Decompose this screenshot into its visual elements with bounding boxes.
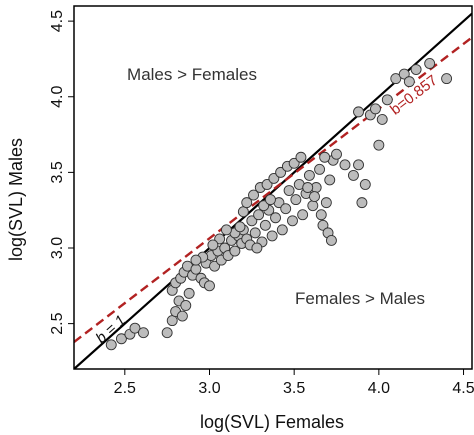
x-tick-label: 3.0 bbox=[198, 380, 220, 397]
data-point bbox=[373, 139, 385, 151]
plot-frame bbox=[73, 5, 473, 370]
data-point bbox=[253, 209, 265, 221]
data-point bbox=[209, 260, 221, 272]
x-axis-title: log(SVL) Females bbox=[200, 412, 344, 432]
data-point bbox=[353, 106, 364, 118]
data-point bbox=[319, 151, 331, 163]
data-point bbox=[309, 191, 320, 203]
data-point bbox=[325, 234, 337, 246]
data-point bbox=[315, 209, 327, 221]
data-point bbox=[259, 219, 271, 231]
data-point bbox=[320, 197, 332, 209]
data-point bbox=[370, 103, 381, 115]
data-point bbox=[220, 224, 232, 236]
data-point bbox=[115, 333, 127, 345]
data-point bbox=[403, 76, 415, 88]
data-point bbox=[356, 197, 368, 209]
data-point bbox=[353, 159, 364, 171]
data-point bbox=[248, 189, 259, 201]
data-point bbox=[288, 157, 300, 169]
data-point bbox=[339, 159, 351, 171]
data-point bbox=[161, 327, 173, 339]
data-point bbox=[176, 310, 188, 322]
lower-region-label: Females > Males bbox=[295, 289, 425, 308]
points-layer bbox=[105, 58, 453, 351]
data-point bbox=[398, 68, 410, 80]
data-point bbox=[275, 166, 287, 178]
data-point bbox=[190, 254, 202, 266]
data-point bbox=[390, 73, 402, 85]
x-tick-label: 4.5 bbox=[452, 380, 474, 397]
x-tick-label: 3.5 bbox=[283, 380, 305, 397]
data-point bbox=[249, 227, 261, 239]
data-point bbox=[297, 209, 309, 221]
data-point bbox=[307, 200, 319, 212]
data-point bbox=[381, 94, 393, 106]
data-point bbox=[347, 169, 359, 181]
data-point bbox=[105, 339, 117, 351]
y-tick-label: 4.0 bbox=[49, 86, 66, 108]
y-tick-label: 3.0 bbox=[49, 237, 66, 259]
data-point bbox=[276, 224, 288, 236]
data-point bbox=[424, 58, 436, 69]
data-point bbox=[302, 182, 314, 193]
data-point bbox=[258, 200, 270, 212]
data-point bbox=[261, 179, 273, 190]
data-point bbox=[180, 300, 192, 311]
data-point bbox=[251, 242, 263, 254]
data-point bbox=[190, 263, 202, 275]
y-tick-label: 3.5 bbox=[49, 161, 66, 183]
data-point bbox=[234, 221, 246, 233]
data-point bbox=[129, 322, 141, 334]
data-point bbox=[166, 315, 178, 327]
data-point bbox=[237, 206, 249, 218]
data-point bbox=[280, 203, 292, 215]
data-point bbox=[290, 194, 302, 206]
data-point bbox=[246, 215, 258, 227]
data-point bbox=[137, 327, 149, 339]
axes-layer: 2.5 3.0 3.5 4.0 4.5 2.5 3.0 3.5 4.0 4.5 bbox=[49, 10, 474, 397]
data-point bbox=[295, 151, 307, 163]
x-tick-label: 2.5 bbox=[114, 380, 136, 397]
data-point bbox=[441, 73, 453, 85]
data-point bbox=[183, 287, 195, 299]
data-point bbox=[331, 148, 342, 160]
upper-region-label: Males > Females bbox=[127, 65, 257, 84]
y-tick-label: 2.5 bbox=[49, 312, 66, 334]
data-point bbox=[287, 215, 298, 227]
data-point bbox=[270, 212, 281, 224]
y-axis-title: log(SVL) Males bbox=[6, 138, 26, 261]
data-point bbox=[376, 113, 388, 125]
data-point bbox=[204, 280, 215, 292]
data-point bbox=[283, 185, 295, 196]
y-tick-label: 4.5 bbox=[49, 10, 66, 32]
data-point bbox=[410, 64, 422, 75]
data-point bbox=[241, 197, 253, 209]
data-point bbox=[314, 163, 326, 175]
x-tick-label: 4.0 bbox=[368, 380, 390, 397]
data-point bbox=[266, 230, 278, 242]
data-point bbox=[214, 233, 226, 245]
data-point bbox=[207, 239, 219, 251]
data-point bbox=[265, 194, 276, 206]
data-point bbox=[229, 245, 241, 257]
data-point bbox=[317, 219, 329, 231]
data-point bbox=[359, 179, 371, 190]
data-point bbox=[268, 172, 280, 184]
data-point bbox=[303, 169, 315, 181]
data-point bbox=[324, 174, 336, 186]
